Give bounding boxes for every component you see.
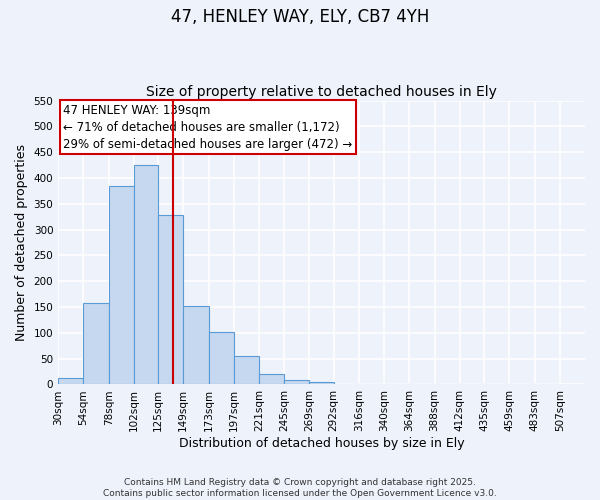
- Bar: [134, 165, 158, 384]
- Bar: [184, 306, 209, 384]
- Bar: [259, 374, 284, 384]
- Bar: [310, 382, 334, 384]
- Bar: [284, 380, 310, 384]
- Bar: [58, 378, 83, 384]
- X-axis label: Distribution of detached houses by size in Ely: Distribution of detached houses by size …: [179, 437, 464, 450]
- Title: Size of property relative to detached houses in Ely: Size of property relative to detached ho…: [146, 86, 497, 100]
- Bar: [83, 304, 109, 384]
- Text: Contains HM Land Registry data © Crown copyright and database right 2025.
Contai: Contains HM Land Registry data © Crown c…: [103, 478, 497, 498]
- Y-axis label: Number of detached properties: Number of detached properties: [15, 144, 28, 341]
- Bar: [234, 356, 259, 384]
- Text: 47, HENLEY WAY, ELY, CB7 4YH: 47, HENLEY WAY, ELY, CB7 4YH: [171, 8, 429, 26]
- Bar: [158, 215, 184, 384]
- Bar: [209, 332, 234, 384]
- Bar: [109, 186, 134, 384]
- Text: 47 HENLEY WAY: 139sqm
← 71% of detached houses are smaller (1,172)
29% of semi-d: 47 HENLEY WAY: 139sqm ← 71% of detached …: [64, 104, 353, 150]
